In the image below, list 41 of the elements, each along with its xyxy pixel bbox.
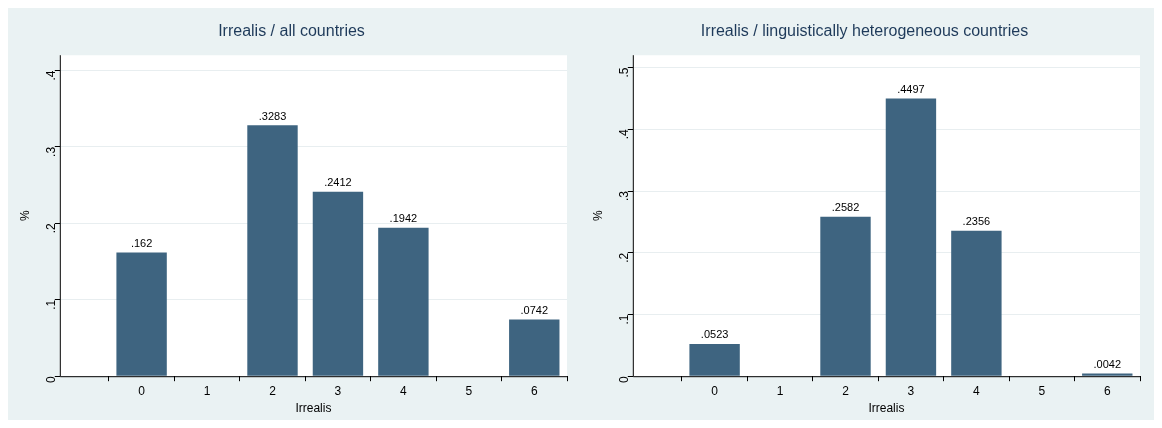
data-label: .2412 [324, 176, 352, 189]
data-label: .2582 [831, 201, 860, 214]
data-label: .2356 [962, 215, 991, 228]
data-label: .3283 [258, 109, 287, 122]
chart-title: Irrealis / linguistically heterogeneous countries [700, 22, 1029, 40]
y-axis-title: % [590, 210, 605, 222]
y-tick-label: .2 [44, 223, 59, 234]
x-axis-title: Irrealis [295, 401, 332, 416]
data-label: .0523 [700, 328, 729, 341]
x-tick-label: 5 [465, 383, 473, 398]
y-tick-label: .2 [617, 252, 632, 263]
y-tick-label: .1 [44, 299, 59, 310]
x-tick-label: 1 [203, 383, 211, 398]
x-axis-title: Irrealis [868, 401, 905, 416]
x-tick-label: 0 [138, 383, 146, 398]
y-tick-label: .3 [617, 190, 632, 202]
x-tick-label: 1 [776, 383, 784, 398]
x-tick-label: 4 [973, 383, 981, 398]
x-tick-label: 3 [334, 383, 342, 398]
x-tick-label: 6 [530, 383, 538, 398]
x-tick-label: 3 [907, 383, 915, 398]
y-tick-label: 0 [617, 375, 632, 383]
x-tick-label: 6 [1103, 383, 1111, 398]
x-tick-label: 0 [711, 383, 719, 398]
y-tick-label: .5 [617, 67, 632, 78]
x-tick-label: 2 [842, 383, 850, 398]
chart-title: Irrealis / all countries [218, 22, 365, 40]
data-label: .0742 [520, 304, 549, 317]
x-tick-label: 4 [400, 383, 408, 398]
x-tick-label: 2 [269, 383, 277, 398]
y-tick-label: 0 [44, 375, 59, 383]
data-label: .4497 [897, 83, 925, 96]
y-tick-label: .3 [44, 146, 59, 157]
y-tick-label: .4 [617, 128, 632, 140]
y-axis-title: % [17, 210, 32, 222]
data-label: .0042 [1093, 358, 1122, 371]
data-label: .1942 [389, 212, 418, 225]
x-tick-label: 5 [1038, 383, 1046, 398]
y-tick-label: .1 [617, 314, 632, 325]
data-label: .162 [130, 236, 153, 249]
y-tick-label: .4 [44, 70, 59, 81]
